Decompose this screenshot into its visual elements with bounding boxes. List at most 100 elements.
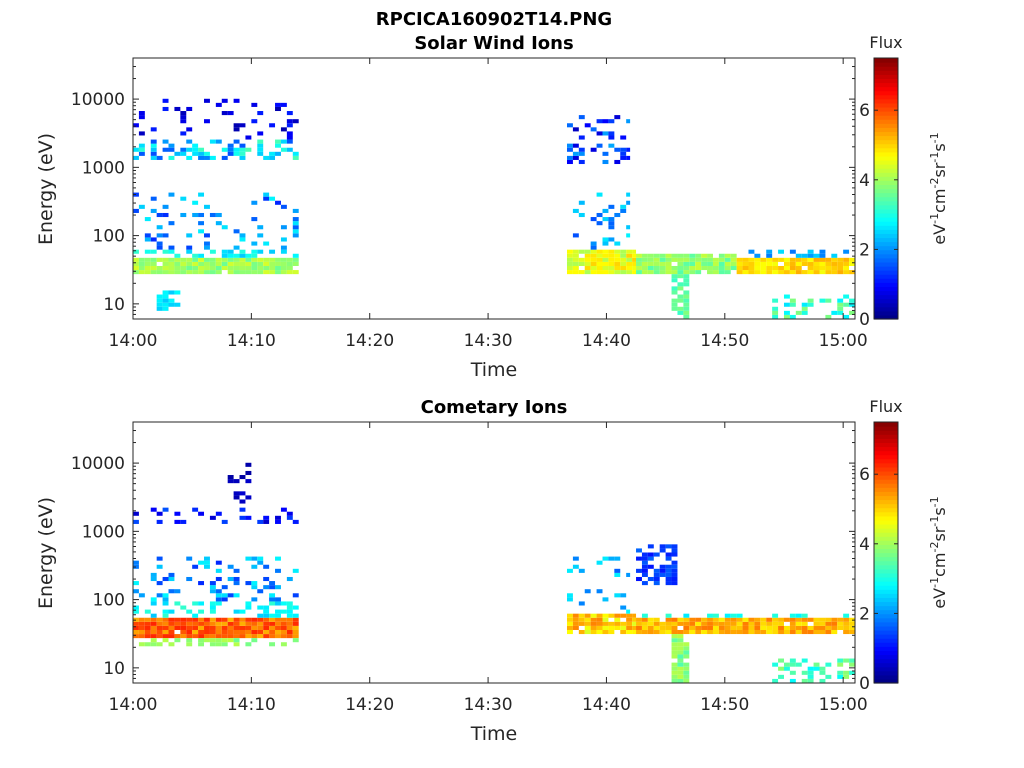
spectrogram-cell xyxy=(572,143,579,148)
spectrogram-cell xyxy=(233,642,240,647)
colorbar-segment xyxy=(874,62,898,67)
spectrogram-cell xyxy=(198,253,205,258)
spectrogram-cell xyxy=(280,265,287,271)
colorbar-units: eV-1cm-2sr-1s-1 xyxy=(928,496,949,608)
spectrogram-cell xyxy=(215,257,222,262)
colorbar-tick-label: 4 xyxy=(859,535,870,555)
spectrogram-cell xyxy=(572,257,579,262)
spectrogram-cell xyxy=(239,123,246,128)
spectrogram-cell xyxy=(162,204,169,209)
spectrogram-cell xyxy=(653,253,660,258)
spectrogram-cell xyxy=(292,621,299,626)
spectrogram-cell xyxy=(269,123,276,128)
spectrogram-cell xyxy=(251,102,258,107)
spectrogram-cell xyxy=(641,581,648,586)
spectrogram-cell xyxy=(275,261,281,266)
spectrogram-cell xyxy=(133,581,139,586)
spectrogram-cell xyxy=(849,658,855,663)
spectrogram-cell xyxy=(602,119,609,124)
spectrogram-cell xyxy=(215,221,222,226)
spectrogram-cell xyxy=(245,265,252,271)
spectrogram-cell xyxy=(233,261,240,266)
spectrogram-cell xyxy=(144,634,151,639)
spectrogram-cell xyxy=(174,511,181,516)
colorbar-segment xyxy=(874,290,898,296)
spectrogram-cell xyxy=(825,617,832,622)
spectrogram-cell xyxy=(280,139,287,144)
spectrogram-cell xyxy=(215,597,222,602)
colorbar-segment xyxy=(874,662,898,668)
spectrogram-cell xyxy=(204,204,210,209)
spectrogram-cell xyxy=(718,253,725,258)
spectrogram-cell xyxy=(239,249,246,254)
spectrogram-cell xyxy=(614,265,621,271)
spectrogram-cell xyxy=(596,257,603,262)
spectrogram-cell xyxy=(144,642,151,647)
spectrogram-cell xyxy=(641,572,648,577)
spectrogram-cell xyxy=(150,139,157,144)
spectrogram-cell xyxy=(156,245,163,250)
spectrogram-cell xyxy=(712,261,719,266)
spectrogram-cell xyxy=(608,143,615,148)
spectrogram-cell xyxy=(590,617,597,622)
spectrogram-cell xyxy=(754,629,761,635)
colorbar-segment xyxy=(874,536,898,541)
spectrogram-cell xyxy=(620,265,627,271)
spectrogram-cell xyxy=(198,617,205,622)
spectrogram-cell xyxy=(689,617,696,622)
spectrogram-cell xyxy=(671,257,678,262)
spectrogram-cell xyxy=(286,270,293,275)
spectrogram-cell xyxy=(766,617,773,622)
colorbar-segment xyxy=(874,507,898,513)
spectrogram-cell xyxy=(257,249,264,254)
spectrogram-cell xyxy=(825,625,832,630)
spectrogram-cell xyxy=(584,265,591,271)
spectrogram-cell xyxy=(843,658,850,663)
spectrogram-cell xyxy=(701,617,708,622)
spectrogram-cell xyxy=(168,634,175,639)
spectrogram-cell xyxy=(683,253,690,258)
spectrogram-cell xyxy=(707,261,713,266)
spectrogram-cell xyxy=(671,286,678,291)
spectrogram-cell xyxy=(807,670,814,675)
spectrogram-cell xyxy=(620,261,627,266)
spectrogram-cell xyxy=(162,261,169,266)
spectrogram-cell xyxy=(275,621,281,626)
spectrogram-cell xyxy=(239,270,246,275)
spectrogram-cell xyxy=(251,241,258,246)
spectrogram-cell xyxy=(245,495,252,500)
spectrogram-cell xyxy=(614,261,621,266)
colorbar-segment xyxy=(874,426,898,431)
spectrogram-cell xyxy=(168,572,175,577)
colorbar-segment xyxy=(874,438,898,443)
colorbar-segment xyxy=(874,552,898,558)
spectrogram-cell xyxy=(724,253,731,258)
spectrogram-cell xyxy=(292,225,299,230)
spectrogram-cell xyxy=(233,576,240,582)
spectrogram-cell xyxy=(292,253,299,258)
spectrogram-cell xyxy=(608,261,615,266)
spectrogram-cell xyxy=(292,625,299,630)
spectrogram-cell xyxy=(620,270,627,275)
colorbar-segment xyxy=(874,634,898,639)
spectrogram-cell xyxy=(138,625,145,630)
spectrogram-cell xyxy=(192,257,199,262)
colorbar-segment xyxy=(874,90,898,96)
spectrogram-cell xyxy=(626,621,633,626)
spectrogram-cell xyxy=(677,286,684,291)
x-tick-label: 14:30 xyxy=(464,331,513,351)
spectrogram-cell xyxy=(251,617,258,622)
spectrogram-cell xyxy=(162,613,169,618)
spectrogram-cell xyxy=(227,564,234,569)
spectrogram-cell xyxy=(632,625,637,630)
spectrogram-cell xyxy=(620,253,627,258)
spectrogram-cell xyxy=(620,147,627,152)
spectrogram-cell xyxy=(221,585,228,590)
spectrogram-cell xyxy=(239,491,246,496)
spectrogram-cell xyxy=(783,625,790,630)
spectrogram-cell xyxy=(736,621,743,626)
spectrogram-cell xyxy=(596,270,603,275)
spectrogram-cell xyxy=(239,151,246,156)
spectrogram-cell xyxy=(671,666,678,671)
